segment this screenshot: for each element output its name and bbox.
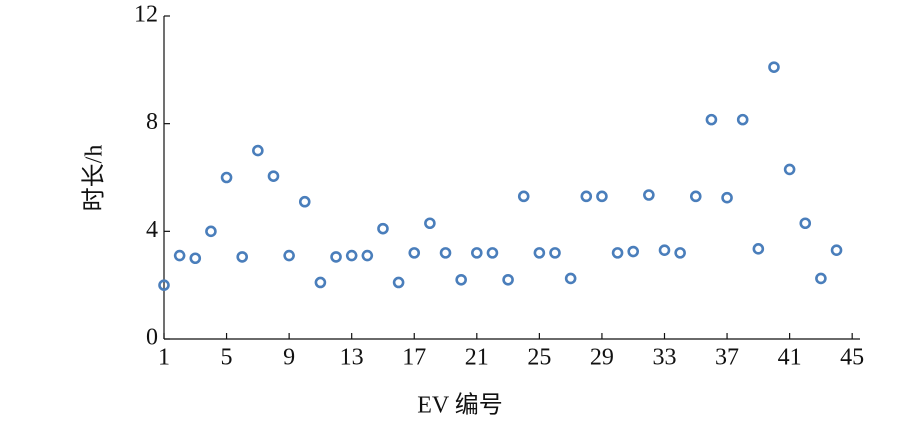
point xyxy=(330,251,342,263)
point xyxy=(643,189,655,201)
x-tick-label: 17 xyxy=(402,345,426,371)
point xyxy=(220,171,233,184)
point xyxy=(705,113,718,126)
point xyxy=(252,144,264,157)
point xyxy=(752,243,765,255)
point xyxy=(267,170,280,182)
point xyxy=(189,252,202,265)
point xyxy=(502,273,514,286)
point xyxy=(783,163,796,176)
point xyxy=(486,247,499,259)
point xyxy=(736,113,749,126)
x-tick-label: 33 xyxy=(652,345,676,371)
x-tick-label: 41 xyxy=(778,345,802,371)
point xyxy=(830,244,843,256)
point xyxy=(158,279,170,291)
point xyxy=(689,190,702,203)
point xyxy=(377,222,389,235)
point xyxy=(611,247,624,259)
x-tick-label: 21 xyxy=(465,345,489,371)
point xyxy=(533,247,546,259)
point xyxy=(549,247,561,259)
point xyxy=(815,272,827,285)
y-tick-label: 0 xyxy=(146,325,158,351)
point xyxy=(627,245,640,258)
point xyxy=(424,217,436,230)
y-tick-label: 12 xyxy=(134,2,158,28)
point xyxy=(205,225,217,238)
x-tick-label: 25 xyxy=(527,345,551,371)
y-tick-label: 4 xyxy=(146,217,158,243)
point xyxy=(408,247,421,259)
point xyxy=(596,190,608,203)
point xyxy=(392,276,405,289)
x-tick-label: 9 xyxy=(283,345,295,371)
point xyxy=(517,190,530,203)
point xyxy=(768,61,780,73)
point xyxy=(345,249,358,262)
x-tick-label: 29 xyxy=(590,345,614,371)
x-tick-label: 5 xyxy=(221,345,233,371)
point xyxy=(799,217,812,230)
x-tick-label: 45 xyxy=(840,345,864,371)
point xyxy=(314,276,327,289)
point xyxy=(564,272,577,285)
point xyxy=(439,247,452,259)
point xyxy=(361,249,374,262)
y-axis-label: 时长/h xyxy=(81,145,108,212)
point xyxy=(173,249,186,262)
point xyxy=(674,247,686,259)
point xyxy=(471,247,483,259)
point xyxy=(580,190,593,203)
point xyxy=(658,244,671,256)
point xyxy=(236,251,249,263)
x-tick-label: 37 xyxy=(715,345,739,371)
y-tick-label: 8 xyxy=(146,109,158,135)
x-axis-label: EV 编号 xyxy=(417,392,503,419)
point xyxy=(298,195,311,208)
point xyxy=(283,249,295,262)
point xyxy=(721,191,733,204)
point xyxy=(455,273,467,286)
x-tick-label: 13 xyxy=(340,345,364,371)
x-tick-label: 1 xyxy=(158,345,170,371)
